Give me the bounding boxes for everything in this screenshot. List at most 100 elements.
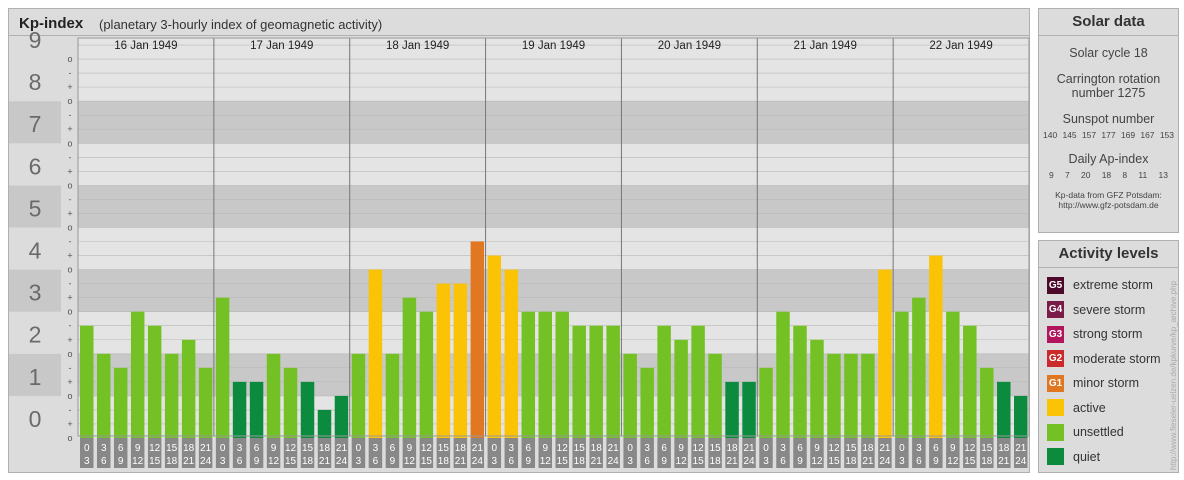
hour-start-label: 0	[899, 443, 905, 454]
kp-bar	[929, 255, 943, 438]
hour-start-label: 12	[149, 443, 161, 454]
legend-label: minor storm	[1073, 376, 1139, 391]
hour-cell	[1014, 438, 1028, 468]
kp-bar	[266, 353, 281, 438]
sub-tick-label: -	[69, 152, 72, 162]
hour-end-label: 12	[676, 456, 688, 467]
hour-cell	[402, 438, 417, 468]
hour-cell	[538, 438, 552, 468]
legend-swatch	[1047, 399, 1064, 417]
hour-start-label: 15	[845, 443, 857, 454]
hour-end-label: 18	[302, 456, 314, 467]
ap-value: 9	[1049, 170, 1054, 180]
kp-bar	[980, 367, 994, 438]
legend-list: G5 extreme storm G4 severe storm G3 strong st…	[1039, 268, 1178, 469]
sub-tick-label: -	[69, 279, 72, 289]
y-tick-label: 8	[29, 69, 42, 95]
hour-end-label: 3	[627, 456, 633, 467]
hour-start-label: 3	[237, 443, 243, 454]
axis-band	[9, 59, 61, 102]
hour-start-label: 3	[780, 443, 786, 454]
hour-cell	[793, 438, 807, 468]
carrington-line2: number 1275	[1071, 86, 1146, 100]
sub-tick-label: o	[67, 180, 72, 190]
hour-cell	[606, 438, 620, 468]
sub-tick-label: +	[67, 124, 72, 134]
hour-end-label: 12	[404, 456, 416, 467]
hour-cell	[759, 438, 773, 468]
hour-start-label: 21	[1015, 443, 1027, 454]
hour-start-label: 3	[373, 443, 379, 454]
kp-bar	[742, 381, 756, 438]
sunspot-value: 140	[1043, 130, 1058, 140]
hour-start-label: 12	[285, 443, 297, 454]
sub-tick-label: o	[67, 138, 72, 148]
hour-start-label: 0	[627, 443, 633, 454]
legend-swatch: G1	[1047, 374, 1064, 392]
plot-frame	[77, 37, 1030, 437]
hour-cell	[334, 438, 349, 468]
hour-end-label: 24	[1015, 456, 1027, 467]
kp-bar	[776, 311, 790, 438]
kp-bar	[487, 255, 502, 438]
hour-end-label: 3	[492, 456, 498, 467]
hour-cell	[436, 438, 451, 468]
hour-end-label: 9	[525, 456, 531, 467]
hour-start-label: 0	[763, 443, 769, 454]
hour-end-label: 24	[472, 456, 484, 467]
hour-start-label: 9	[407, 443, 413, 454]
hour-end-label: 9	[933, 456, 939, 467]
sub-tick-label: +	[67, 166, 72, 176]
kp-bar	[538, 311, 552, 438]
kp-bar	[504, 269, 519, 438]
hour-end-label: 12	[268, 456, 280, 467]
hour-cell	[521, 438, 536, 468]
hour-end-label: 21	[591, 456, 603, 467]
kp-bar	[895, 311, 909, 438]
hour-start-label: 12	[421, 443, 433, 454]
hour-end-label: 18	[166, 456, 178, 467]
hour-end-label: 6	[373, 456, 379, 467]
hour-cell	[997, 438, 1011, 468]
kp-bar	[708, 353, 722, 438]
hour-start-label: 15	[710, 443, 722, 454]
legend-label: extreme storm	[1073, 278, 1153, 293]
hour-end-label: 3	[84, 456, 90, 467]
kp-bar	[963, 325, 977, 438]
hour-end-label: 15	[149, 456, 161, 467]
hour-cell	[725, 438, 739, 468]
legend-swatch: G4	[1047, 301, 1064, 319]
axis-band	[9, 38, 61, 60]
grid-band	[78, 227, 1029, 270]
hour-end-label: 24	[336, 456, 348, 467]
sub-tick-label: -	[69, 321, 72, 331]
sub-tick-label: +	[67, 82, 72, 92]
sub-tick-label: -	[69, 110, 72, 120]
hour-end-label: 15	[557, 456, 569, 467]
kp-bar	[351, 353, 366, 438]
hour-start-label: 18	[998, 443, 1010, 454]
hour-cell	[283, 438, 298, 468]
kp-bar	[589, 325, 603, 438]
hour-cell	[504, 438, 519, 468]
grid-band	[78, 101, 1029, 144]
grid-band	[78, 185, 1029, 228]
kp-bar	[555, 311, 569, 438]
hour-cell	[198, 438, 213, 468]
hour-start-label: 9	[814, 443, 820, 454]
legend-item-active: active	[1039, 396, 1178, 421]
date-label: 17 Jan 1949	[250, 40, 313, 52]
sunspot-value: 157	[1081, 130, 1097, 140]
hour-end-label: 6	[916, 456, 922, 467]
axis-band	[9, 395, 61, 438]
axis-band	[9, 269, 61, 312]
hour-start-label: 0	[84, 443, 90, 454]
hour-cell	[810, 438, 824, 468]
hour-start-label: 21	[743, 443, 755, 454]
date-label: 19 Jan 1949	[522, 40, 585, 52]
hour-cell	[776, 438, 790, 468]
hour-end-label: 9	[661, 456, 667, 467]
kp-bar	[249, 381, 264, 438]
hour-cell	[96, 438, 111, 468]
